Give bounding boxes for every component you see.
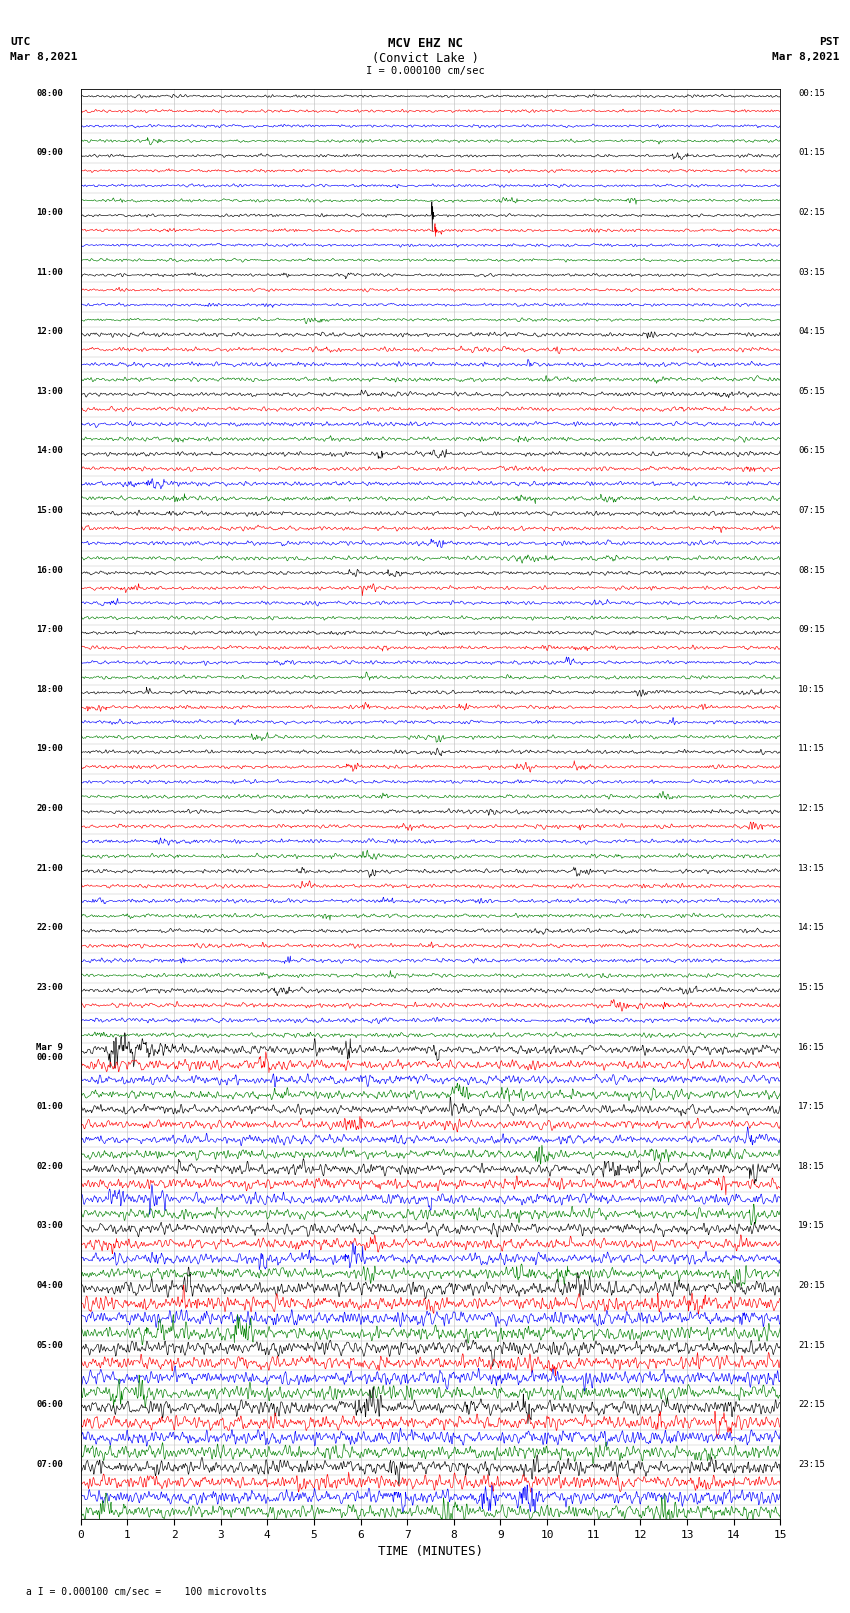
Text: 10:00: 10:00 — [37, 208, 63, 216]
Text: 14:15: 14:15 — [798, 923, 824, 932]
Text: 23:15: 23:15 — [798, 1460, 824, 1469]
Text: 14:00: 14:00 — [37, 447, 63, 455]
Text: 09:00: 09:00 — [37, 148, 63, 158]
Text: Mar 9
00:00: Mar 9 00:00 — [37, 1042, 63, 1061]
Text: 13:00: 13:00 — [37, 387, 63, 395]
Text: MCV EHZ NC: MCV EHZ NC — [388, 37, 462, 50]
Text: 16:15: 16:15 — [798, 1042, 824, 1052]
Text: 22:00: 22:00 — [37, 923, 63, 932]
Text: 15:15: 15:15 — [798, 982, 824, 992]
Text: 07:00: 07:00 — [37, 1460, 63, 1469]
Text: 16:00: 16:00 — [37, 566, 63, 574]
Text: 17:00: 17:00 — [37, 626, 63, 634]
Text: 01:00: 01:00 — [37, 1102, 63, 1111]
Text: 11:15: 11:15 — [798, 745, 824, 753]
Text: 03:00: 03:00 — [37, 1221, 63, 1231]
Text: I = 0.000100 cm/sec: I = 0.000100 cm/sec — [366, 66, 484, 76]
Text: PST: PST — [819, 37, 840, 47]
Text: 19:15: 19:15 — [798, 1221, 824, 1231]
Text: 20:00: 20:00 — [37, 805, 63, 813]
Text: UTC: UTC — [10, 37, 31, 47]
Text: 22:15: 22:15 — [798, 1400, 824, 1410]
Text: 07:15: 07:15 — [798, 506, 824, 515]
Text: 17:15: 17:15 — [798, 1102, 824, 1111]
X-axis label: TIME (MINUTES): TIME (MINUTES) — [378, 1545, 483, 1558]
Text: 10:15: 10:15 — [798, 686, 824, 694]
Text: Mar 8,2021: Mar 8,2021 — [773, 52, 840, 61]
Text: 04:15: 04:15 — [798, 327, 824, 336]
Text: 21:15: 21:15 — [798, 1340, 824, 1350]
Text: 06:00: 06:00 — [37, 1400, 63, 1410]
Text: 20:15: 20:15 — [798, 1281, 824, 1290]
Text: 05:15: 05:15 — [798, 387, 824, 395]
Text: 03:15: 03:15 — [798, 268, 824, 276]
Text: 01:15: 01:15 — [798, 148, 824, 158]
Text: a I = 0.000100 cm/sec =    100 microvolts: a I = 0.000100 cm/sec = 100 microvolts — [26, 1587, 266, 1597]
Text: 09:15: 09:15 — [798, 626, 824, 634]
Text: 02:15: 02:15 — [798, 208, 824, 216]
Text: 19:00: 19:00 — [37, 745, 63, 753]
Text: Mar 8,2021: Mar 8,2021 — [10, 52, 77, 61]
Text: 00:15: 00:15 — [798, 89, 824, 98]
Text: 08:15: 08:15 — [798, 566, 824, 574]
Text: 04:00: 04:00 — [37, 1281, 63, 1290]
Text: 06:15: 06:15 — [798, 447, 824, 455]
Text: 02:00: 02:00 — [37, 1161, 63, 1171]
Text: 23:00: 23:00 — [37, 982, 63, 992]
Text: 13:15: 13:15 — [798, 863, 824, 873]
Text: 12:15: 12:15 — [798, 805, 824, 813]
Text: 08:00: 08:00 — [37, 89, 63, 98]
Text: 18:15: 18:15 — [798, 1161, 824, 1171]
Text: 18:00: 18:00 — [37, 686, 63, 694]
Text: 05:00: 05:00 — [37, 1340, 63, 1350]
Text: (Convict Lake ): (Convict Lake ) — [371, 52, 479, 65]
Text: 15:00: 15:00 — [37, 506, 63, 515]
Text: 11:00: 11:00 — [37, 268, 63, 276]
Text: 12:00: 12:00 — [37, 327, 63, 336]
Text: 21:00: 21:00 — [37, 863, 63, 873]
